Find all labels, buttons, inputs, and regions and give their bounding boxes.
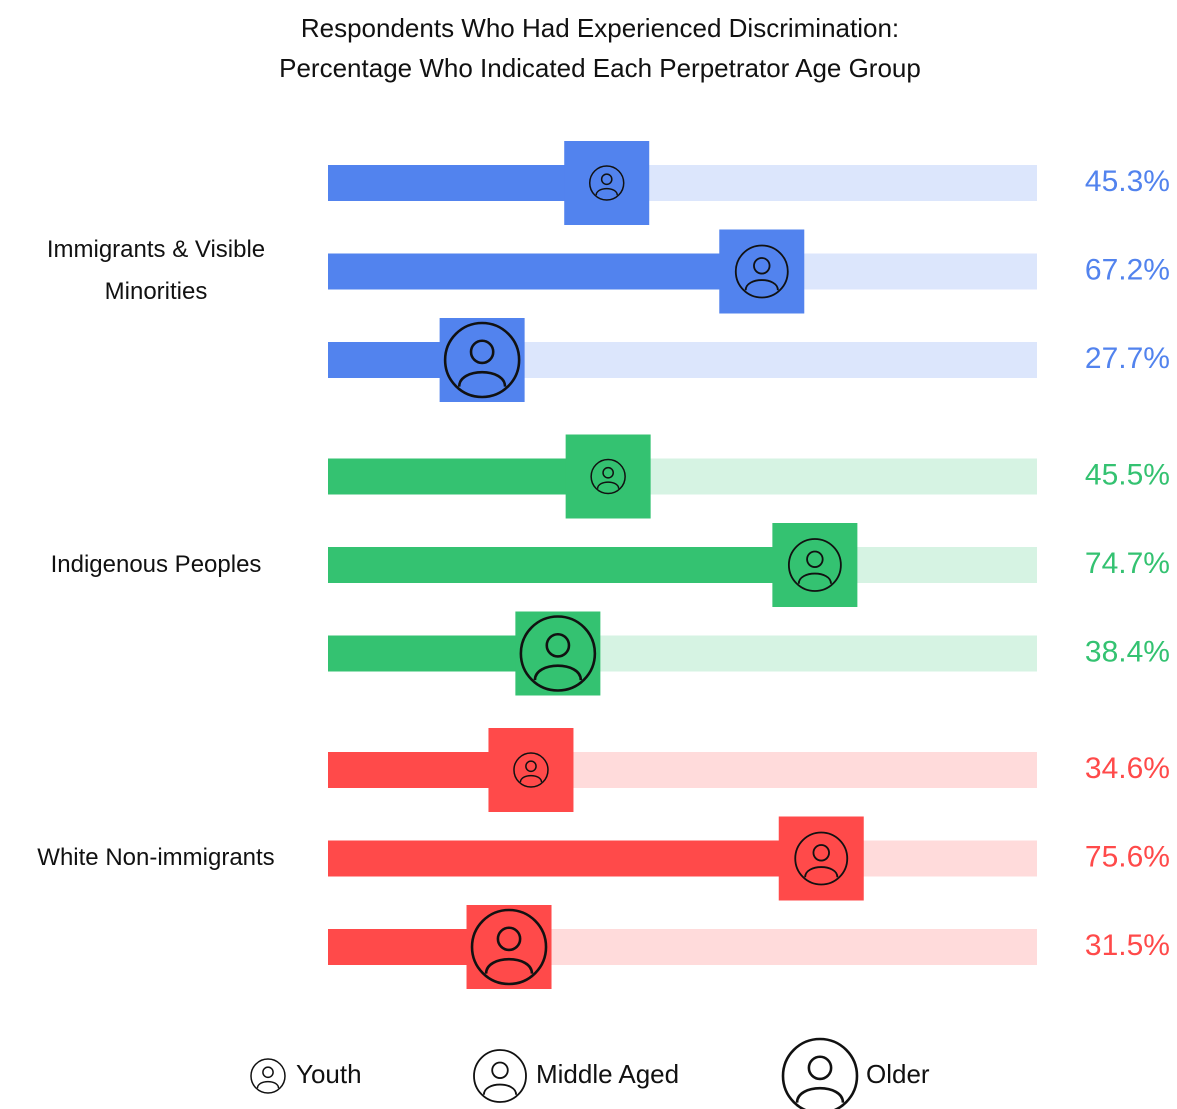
icon-body <box>744 279 779 291</box>
age-icon <box>794 831 849 886</box>
icon-ring <box>470 908 548 986</box>
icon-ring <box>781 1037 859 1109</box>
bar-marker <box>488 728 574 812</box>
value-label: 75.6% <box>1085 840 1170 873</box>
icon-ring <box>513 752 549 788</box>
icon-head <box>807 1055 833 1081</box>
icon-head <box>600 173 613 186</box>
icon-head <box>262 1066 274 1079</box>
category-label: Immigrants & Visible Minorities <box>46 236 266 305</box>
age-icon <box>519 615 597 692</box>
value-label: 74.7% <box>1085 547 1170 580</box>
age-icon <box>590 458 626 495</box>
age-icon <box>443 321 521 399</box>
bar-marker <box>466 905 552 989</box>
bar-marker <box>565 434 651 519</box>
category-label: Indigenous Peoples <box>50 550 262 578</box>
bar-marker <box>778 816 864 901</box>
icon-ring <box>734 244 789 299</box>
value-label: 45.5% <box>1085 458 1170 491</box>
value-label: 34.6% <box>1085 752 1170 785</box>
icon-head <box>812 844 830 862</box>
icon-ring <box>590 458 626 495</box>
icon-body <box>519 774 543 783</box>
icon-ring <box>588 165 625 201</box>
icon-head <box>753 257 771 275</box>
icon-head <box>545 632 571 658</box>
value-label: 27.7% <box>1085 342 1170 375</box>
bar-marker <box>564 141 650 225</box>
icon-body <box>595 187 619 196</box>
age-icon <box>470 908 548 986</box>
age-icon <box>787 538 842 592</box>
bar-marker <box>719 229 805 314</box>
icon-body <box>482 1083 518 1095</box>
bar <box>328 253 762 290</box>
bar <box>328 458 609 495</box>
value-label: 67.2% <box>1085 253 1170 286</box>
bar-marker <box>772 523 858 607</box>
icon-ring <box>519 615 597 692</box>
icon-head <box>806 550 824 568</box>
icon-ring <box>443 321 521 399</box>
bar-marker <box>515 611 601 696</box>
age-icon <box>588 165 625 201</box>
icon-head <box>602 466 614 479</box>
value-label: 31.5% <box>1085 929 1170 962</box>
value-label: 38.4% <box>1085 635 1170 668</box>
legend-label: Youth <box>296 1059 362 1089</box>
bar-marker <box>439 318 525 402</box>
legend-icon <box>250 1058 286 1094</box>
bar <box>328 547 815 583</box>
icon-head <box>525 760 537 773</box>
legend-label: Middle Aged <box>536 1059 679 1089</box>
icon-head <box>491 1061 509 1079</box>
icon-head <box>469 339 495 365</box>
icon-ring <box>473 1049 527 1103</box>
legend-icon <box>473 1049 527 1103</box>
value-label: 45.3% <box>1085 165 1170 198</box>
legend-icon <box>781 1037 859 1109</box>
icon-body <box>797 572 832 584</box>
icon-body <box>596 481 620 489</box>
legend-label: Older <box>866 1059 930 1089</box>
age-icon <box>734 244 789 299</box>
icon-ring <box>794 831 849 886</box>
age-icon <box>513 752 549 788</box>
icon-body <box>484 957 534 974</box>
chart-title: Respondents Who Had Experienced Discrimi… <box>279 13 921 83</box>
icon-body <box>457 370 507 387</box>
bar <box>328 165 607 201</box>
icon-ring <box>787 538 842 592</box>
icon-body <box>256 1080 280 1089</box>
icon-head <box>496 926 522 952</box>
bar <box>328 840 822 877</box>
icon-ring <box>250 1058 286 1094</box>
icon-body <box>533 664 583 681</box>
category-label: White Non-immigrants <box>37 844 275 871</box>
icon-body <box>804 866 839 878</box>
icon-body <box>795 1086 845 1103</box>
